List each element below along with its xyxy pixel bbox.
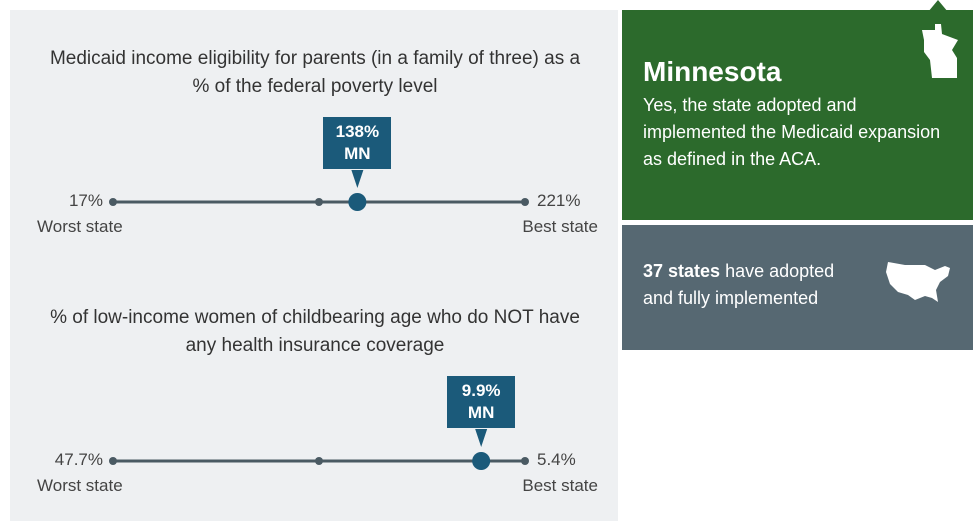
tick-label: 47.7% (54, 450, 103, 469)
end-dot (521, 198, 529, 206)
marker (348, 193, 367, 211)
end-dot (109, 457, 117, 465)
callout-pointer (351, 170, 364, 188)
callout-pointer (475, 429, 488, 447)
worst-label: Worst state (37, 476, 123, 495)
callout: 138% MN (323, 117, 392, 169)
end-dot (109, 198, 117, 206)
state-name: Minnesota (643, 56, 782, 87)
chart-panel (10, 10, 618, 521)
callout: 9.9% MN (447, 376, 516, 428)
state-text: Yes, the state adopted and implemented t… (643, 95, 941, 169)
chart-title: % of low-income women of childbearing ag… (50, 307, 580, 356)
us-map-icon (886, 262, 950, 302)
best-label: Best state (522, 217, 598, 236)
national-count: 37 states (643, 261, 721, 281)
mid-dot (315, 457, 323, 465)
state-icon (922, 24, 958, 78)
callout-value: 9.9% (461, 381, 501, 400)
callout-name: MN (344, 144, 371, 163)
national-text: 37 states have adopted and fully impleme… (643, 258, 863, 312)
chart-title: Medicaid income eligibility for parents … (49, 48, 581, 97)
mid-dot (315, 198, 323, 206)
pointer (928, 0, 948, 12)
marker (472, 452, 491, 470)
national-desc: have adopted and fully implemented (643, 261, 835, 308)
callout-value: 138% (335, 122, 380, 141)
callout-name: MN (467, 403, 495, 422)
end-dot (521, 457, 529, 465)
tick-label: 5.4% (537, 450, 576, 469)
worst-label: Worst state (37, 217, 123, 236)
tick-label: 221% (537, 191, 581, 210)
best-label: Best state (522, 476, 598, 495)
tick-label: 17% (68, 191, 103, 210)
state-panel (622, 10, 973, 220)
